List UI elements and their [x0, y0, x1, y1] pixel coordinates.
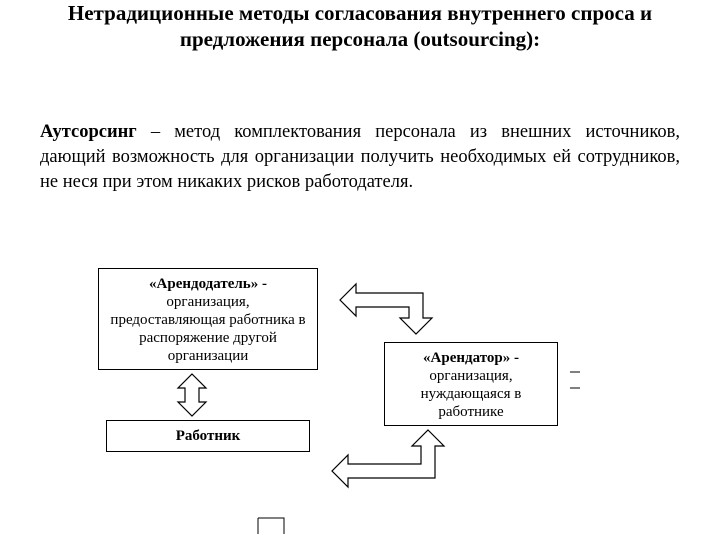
arrow-worker-tenant-icon [332, 430, 444, 487]
node-tenant: «Арендатор» - организация, нуждающаяся в… [384, 342, 558, 426]
outsourcing-diagram: «Арендодатель» - организация, предоставл… [88, 268, 618, 538]
fragment-bottom-icon [258, 518, 284, 534]
page: Нетрадиционные методы согласования внутр… [0, 0, 720, 540]
page-title: Нетрадиционные методы согласования внутр… [60, 0, 660, 53]
definition-paragraph: Аутсорсинг – метод комплектования персон… [40, 120, 680, 195]
node-tenant-body: организация, нуждающаяся в работнике [421, 368, 522, 420]
node-lessor-title: «Арендодатель» - [149, 276, 267, 292]
node-lessor-body: организация, предоставляющая работника в… [110, 294, 305, 364]
node-worker-title: Работник [176, 428, 241, 444]
fragment-right-icon [570, 372, 580, 388]
node-worker: Работник [106, 420, 310, 452]
arrow-lessor-tenant-icon [340, 284, 432, 334]
definition-dash: – [137, 122, 175, 142]
node-lessor: «Арендодатель» - организация, предоставл… [98, 268, 318, 370]
arrow-lessor-worker-icon [178, 374, 206, 416]
definition-term: Аутсорсинг [40, 122, 137, 142]
node-tenant-title: «Арендатор» - [423, 350, 519, 366]
